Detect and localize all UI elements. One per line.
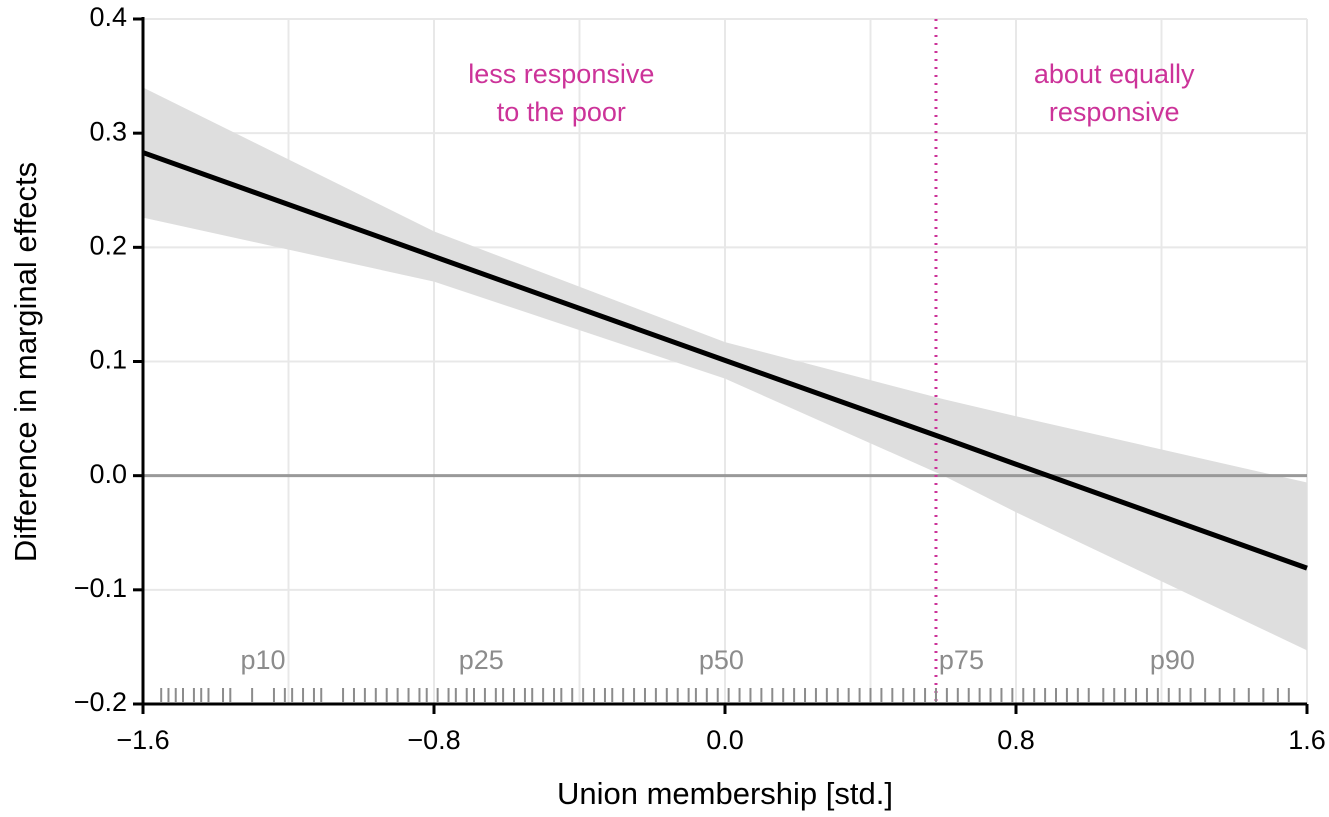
line — [142, 150, 1308, 571]
y-tick-label: 0.1 — [89, 345, 127, 375]
percentile-label: p25 — [459, 645, 504, 675]
y-tick-label: 0.3 — [89, 116, 127, 146]
x-tick-label: −1.6 — [116, 725, 169, 755]
y-tick-label: 0.0 — [89, 459, 127, 489]
annotation: responsive — [1049, 97, 1180, 127]
x-tick-label: 1.6 — [1288, 725, 1326, 755]
annotation: less responsive — [468, 59, 654, 89]
y-tick-label: 0.2 — [89, 230, 127, 260]
x-axis-label: Union membership [std.] — [557, 776, 893, 811]
y-tick-label: −0.2 — [74, 687, 127, 717]
x-tick-label: −0.8 — [407, 725, 460, 755]
x-tick-label: 0.0 — [706, 725, 744, 755]
y-tick-label: 0.4 — [89, 2, 127, 32]
annotation: about equally — [1034, 59, 1195, 89]
x-tick-label: 0.8 — [997, 725, 1035, 755]
percentile-label: p90 — [1150, 645, 1195, 675]
y-tick-label: −0.1 — [74, 573, 127, 603]
percentile-label: p75 — [939, 645, 984, 675]
confidence-band — [143, 87, 1307, 651]
y-axis-label: Difference in marginal effects — [8, 162, 43, 562]
percentile-label: p10 — [241, 645, 286, 675]
annotation: to the poor — [497, 97, 626, 127]
percentile-label: p50 — [699, 645, 744, 675]
